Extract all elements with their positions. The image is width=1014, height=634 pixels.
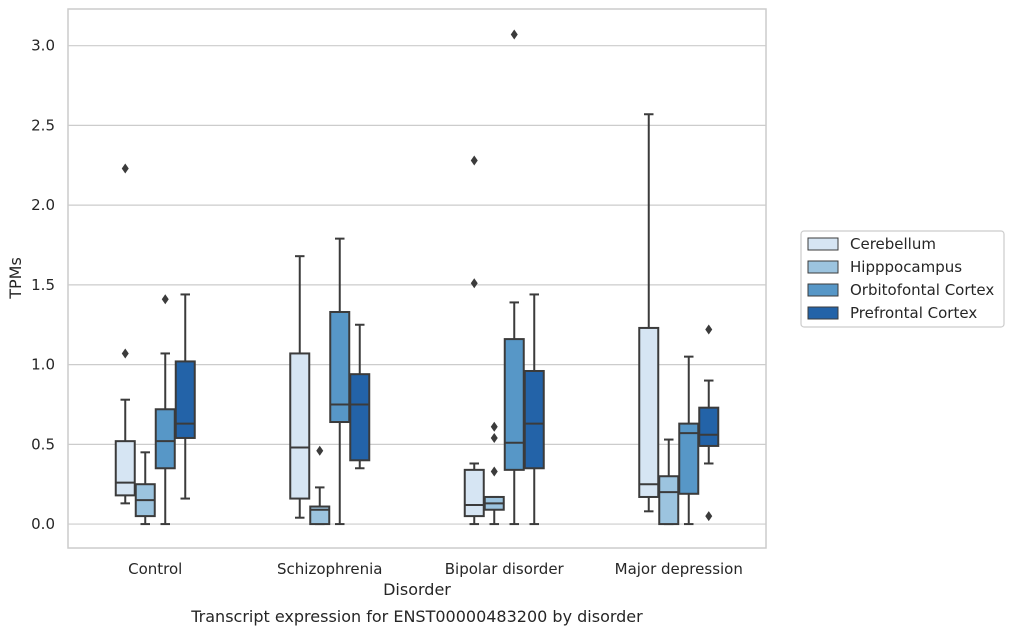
- legend-swatch: [807, 260, 839, 274]
- outlier-marker: [161, 294, 169, 305]
- box-orbitofontal-cortex: [329, 237, 351, 526]
- outlier-marker: [121, 348, 129, 359]
- y-tick-label: 2.0: [31, 196, 55, 214]
- outlier-marker: [705, 511, 713, 522]
- box-body: [678, 422, 700, 495]
- box-body: [638, 326, 660, 498]
- y-tick-label: 0.5: [31, 435, 55, 453]
- box-cerebellum: [114, 163, 136, 505]
- legend: Cerebellum Hipppocampus Orbitofontal Corte…: [800, 230, 1005, 328]
- box-body: [349, 373, 371, 462]
- x-tick-label: Major depression: [615, 560, 743, 578]
- box-body: [503, 338, 525, 471]
- legend-label: Orbitofontal Cortex: [850, 281, 994, 299]
- legend-swatch: [807, 237, 839, 251]
- outlier-marker: [705, 324, 713, 335]
- box-cerebellum: [289, 255, 311, 519]
- box-body: [463, 468, 485, 518]
- legend-label: Cerebellum: [850, 235, 936, 253]
- y-axis-label: TPMs: [6, 257, 25, 300]
- outlier-marker: [121, 163, 129, 174]
- outlier-marker: [490, 466, 498, 477]
- box-hipppocampus: [658, 438, 680, 526]
- box-hipppocampus: [309, 445, 331, 526]
- box-body: [523, 369, 545, 470]
- outlier-marker: [490, 421, 498, 432]
- legend-swatch: [807, 283, 839, 297]
- box-cerebellum: [638, 113, 660, 513]
- legend-swatch: [807, 306, 839, 320]
- y-tick-label: 1.5: [31, 276, 55, 294]
- x-tick-label: Bipolar disorder: [445, 560, 565, 578]
- y-tick-label: 3.0: [31, 37, 55, 55]
- x-tick-labels: Control Schizophrenia Bipolar disorder Majo…: [128, 560, 743, 578]
- box-cerebellum: [463, 155, 485, 526]
- chart-caption: Transcript expression for ENST0000048320…: [190, 607, 643, 626]
- box-orbitofontal-cortex: [503, 29, 525, 526]
- legend-frame: [800, 230, 1005, 328]
- box-prefrontal-cortex: [174, 293, 196, 500]
- y-tick-labels: 0.0 0.5 1.0 1.5 2.0 2.5 3.0: [31, 37, 55, 533]
- box-body: [658, 475, 680, 526]
- y-tick-label: 1.0: [31, 356, 55, 374]
- outlier-marker: [470, 278, 478, 289]
- box-prefrontal-cortex: [523, 293, 545, 526]
- outlier-marker: [316, 445, 324, 456]
- box-body: [329, 310, 351, 424]
- y-tick-label: 2.5: [31, 116, 55, 134]
- box-body: [309, 505, 331, 526]
- box-hipppocampus: [134, 451, 156, 526]
- box-series: [114, 29, 720, 526]
- box-body: [154, 408, 176, 470]
- x-axis-label: Disorder: [383, 580, 451, 599]
- box-orbitofontal-cortex: [154, 294, 176, 526]
- box-body: [114, 440, 136, 497]
- legend-label: Prefrontal Cortex: [850, 304, 977, 322]
- box-hipppocampus: [483, 421, 505, 526]
- legend-label: Hipppocampus: [850, 258, 962, 276]
- box-prefrontal-cortex: [698, 324, 720, 522]
- box-orbitofontal-cortex: [678, 355, 700, 526]
- y-tick-label: 0.0: [31, 515, 55, 533]
- box-body: [698, 406, 720, 447]
- x-tick-label: Control: [128, 560, 182, 578]
- outlier-marker: [510, 29, 518, 40]
- outlier-marker: [490, 432, 498, 443]
- box-body: [289, 352, 311, 500]
- box-prefrontal-cortex: [349, 323, 371, 470]
- outlier-marker: [470, 155, 478, 166]
- plot-frame: [67, 8, 767, 549]
- x-tick-label: Schizophrenia: [277, 560, 382, 578]
- box-body: [174, 360, 196, 439]
